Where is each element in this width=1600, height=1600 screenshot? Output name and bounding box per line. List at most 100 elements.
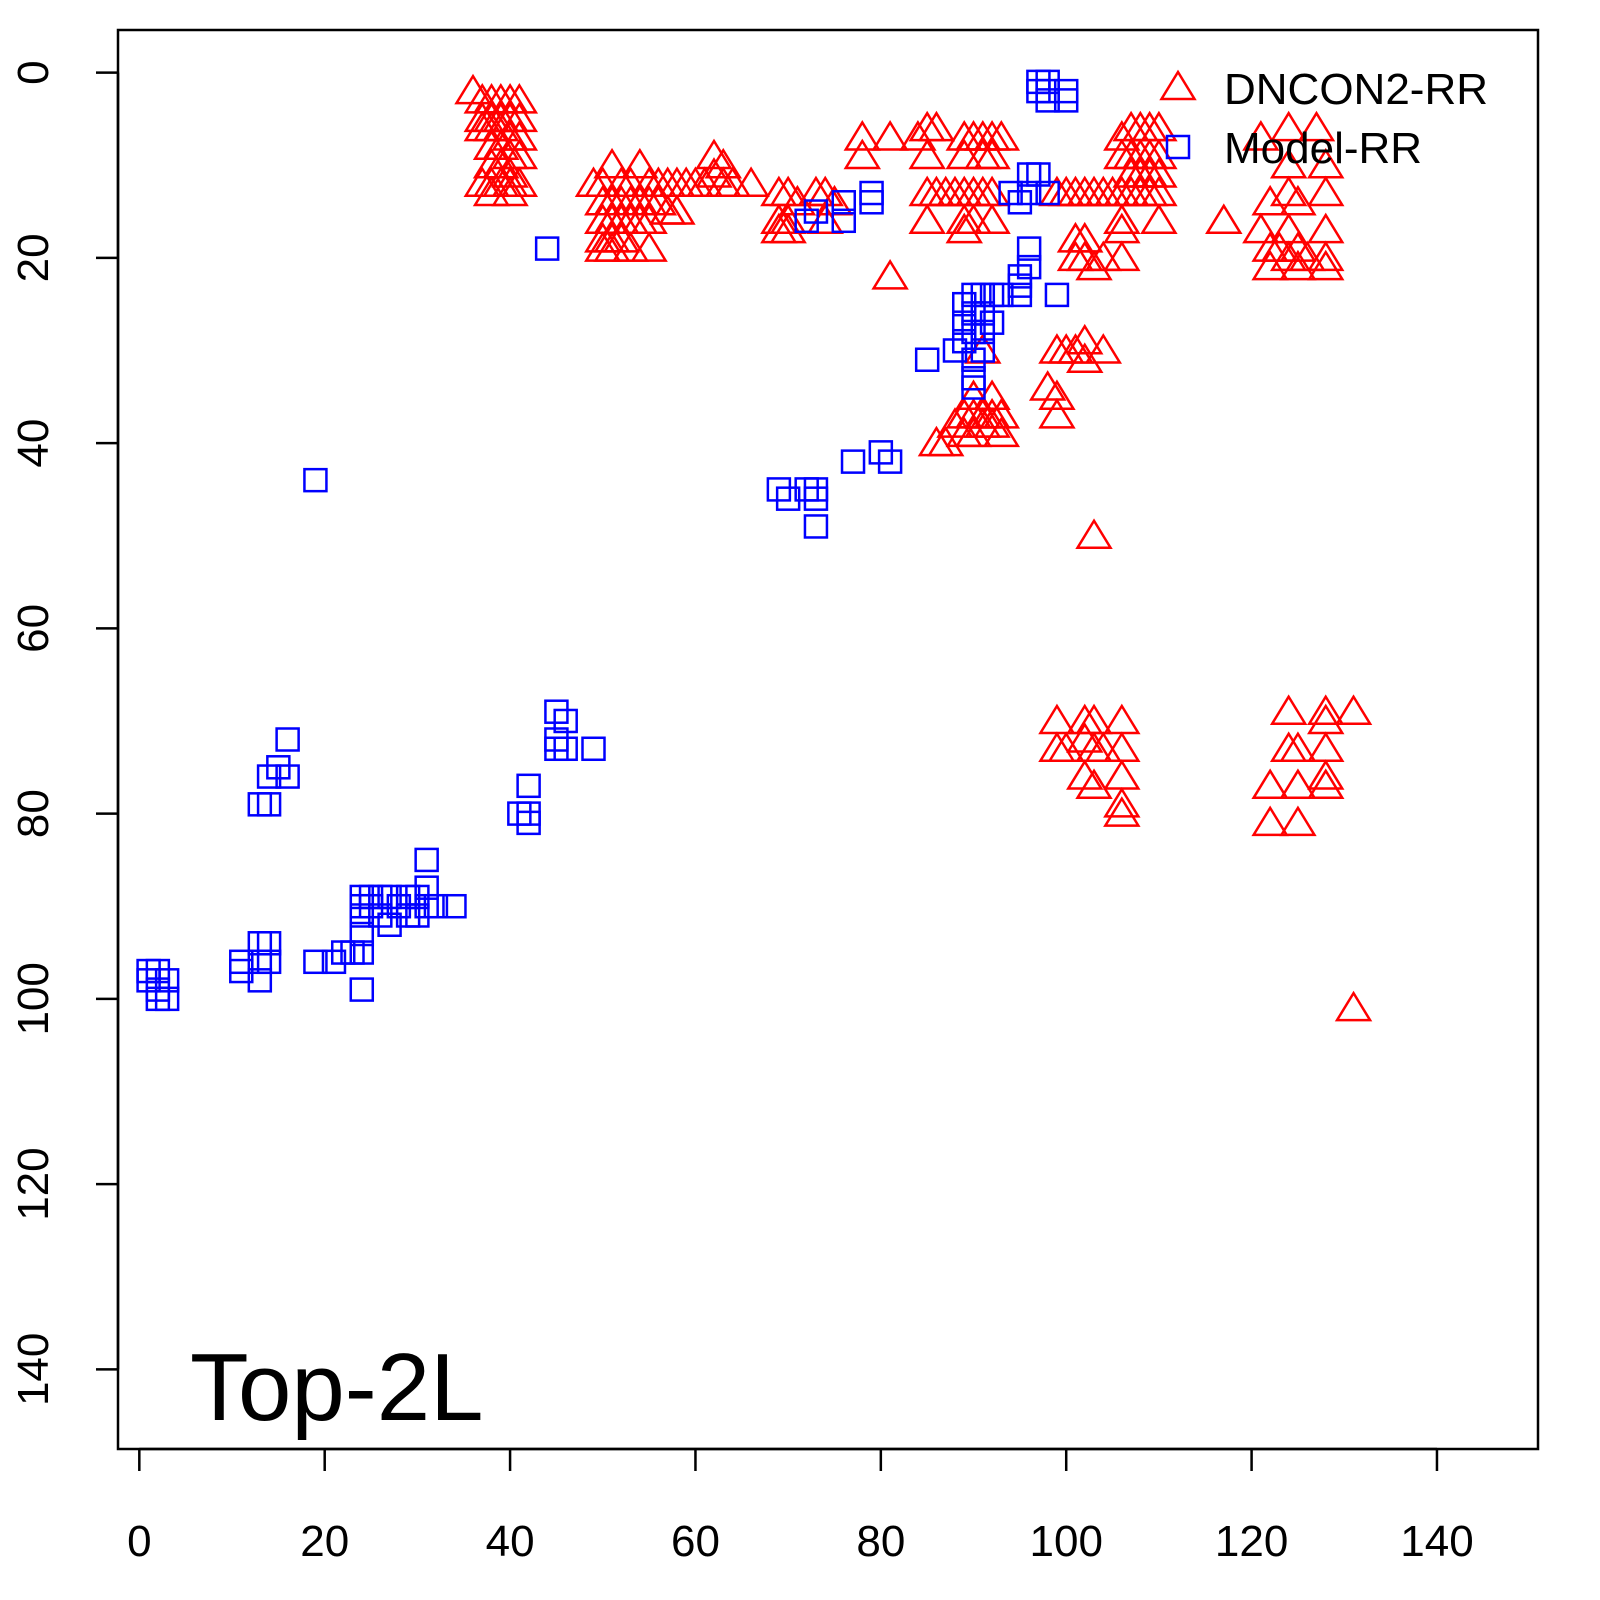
square-point [1035, 180, 1060, 206]
square-point [349, 903, 375, 928]
triangle-point [500, 101, 539, 133]
data-points [136, 69, 1373, 1022]
square-point [414, 875, 439, 900]
triangle-point [871, 120, 909, 151]
x-tick-label: 20 [300, 1517, 349, 1566]
square-point [544, 736, 569, 762]
y-tick-label: 20 [9, 233, 58, 282]
square-point [414, 893, 439, 919]
triangle-point [945, 212, 983, 244]
triangle-point [1307, 240, 1345, 272]
square-point [358, 893, 384, 919]
square-point [803, 514, 829, 539]
triangle-point [1066, 722, 1104, 753]
triangle-point [1028, 370, 1067, 401]
triangle-point [639, 184, 678, 216]
square-point [256, 764, 282, 789]
square-point [321, 949, 347, 975]
triangle-point [1075, 249, 1113, 281]
y-tick-label: 140 [9, 1333, 58, 1406]
triangle-point [491, 157, 529, 188]
square-point [989, 282, 1014, 308]
triangle-point [685, 166, 724, 198]
triangle-point [732, 166, 770, 198]
triangle-point [871, 258, 909, 290]
legend: DNCON2-RR Model-RR [1159, 65, 1488, 173]
triangle-point [1251, 805, 1289, 837]
square-point [581, 736, 606, 762]
triangle-point [1103, 796, 1141, 827]
triangle-point [973, 407, 1011, 438]
y-axis: 0 20 40 60 80 100 120 140 [9, 60, 120, 1406]
triangle-point [1075, 518, 1113, 549]
triangle-point [482, 110, 520, 142]
triangle-point [926, 425, 965, 457]
square-point [303, 467, 328, 493]
square-point [794, 208, 819, 234]
triangle-point [1103, 786, 1141, 818]
triangle-point [713, 166, 752, 198]
triangle-point [1269, 694, 1308, 725]
triangle-point [954, 203, 993, 235]
square-point [1007, 190, 1033, 215]
square-point [803, 477, 829, 502]
triangle-point [695, 157, 733, 188]
triangle-point [695, 138, 733, 170]
triangle-point [1288, 240, 1326, 272]
triangle-point [482, 147, 520, 179]
y-tick-label: 0 [9, 60, 58, 84]
triangle-point [1038, 379, 1076, 411]
triangle-point [1307, 759, 1345, 790]
triangle-point [1047, 731, 1085, 763]
triangle-point [454, 73, 492, 105]
square-point [970, 301, 996, 326]
square-point [803, 199, 829, 224]
triangle-point [843, 120, 882, 151]
square-point [1035, 88, 1060, 113]
legend-label-dncon2: DNCON2-RR [1224, 65, 1488, 114]
triangle-point [1103, 212, 1141, 244]
x-tick-label: 120 [1215, 1517, 1288, 1566]
square-point [136, 968, 161, 993]
square-point [405, 903, 430, 928]
square-point [1007, 264, 1033, 289]
triangle-point [1269, 175, 1308, 207]
square-point [1016, 254, 1042, 280]
series-dncon2-rr [454, 73, 1373, 1022]
square-point [998, 180, 1023, 206]
triangle-point [482, 129, 520, 160]
triangle-point [1066, 759, 1104, 790]
triangle-point [1084, 333, 1123, 364]
square-point [349, 921, 375, 947]
triangle-point [1297, 110, 1336, 142]
triangle-point [611, 231, 650, 262]
square-point [970, 338, 996, 363]
square-point [1026, 78, 1051, 104]
triangle-point [1103, 759, 1141, 790]
square-point [831, 190, 857, 215]
square-point [303, 949, 328, 975]
square-point [553, 708, 578, 734]
triangle-point [1075, 768, 1113, 800]
square-point [330, 940, 356, 965]
triangle-point [1279, 731, 1317, 763]
triangle-point [1140, 203, 1178, 235]
triangle-point [1260, 231, 1299, 262]
triangle-point [1307, 212, 1345, 244]
triangle-point [704, 147, 742, 179]
triangle-point [1066, 342, 1104, 373]
y-tick-label: 80 [9, 789, 58, 838]
triangle-point [621, 147, 659, 179]
triangle-point [973, 138, 1011, 170]
triangle-point [1038, 397, 1076, 429]
triangle-point [593, 231, 631, 262]
square-point [154, 968, 180, 993]
square-point [942, 338, 968, 363]
square-point [516, 801, 541, 826]
square-point [952, 310, 977, 335]
triangle-point [500, 120, 539, 151]
y-tick-label: 60 [9, 604, 58, 653]
triangle-point [1307, 768, 1345, 800]
triangle-point [1056, 240, 1095, 272]
